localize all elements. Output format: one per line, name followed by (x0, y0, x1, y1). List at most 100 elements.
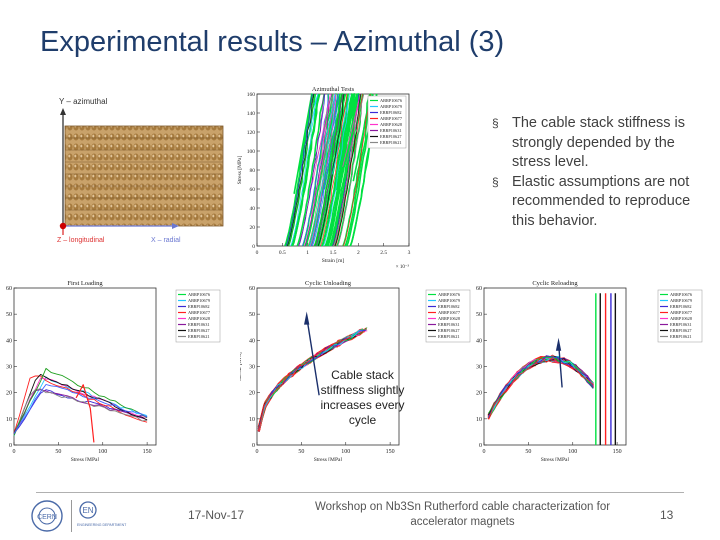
legend-entry: EBRP10631 (188, 322, 210, 327)
x-tick-label: 2 (357, 250, 360, 256)
legend-entry: EBRP10631 (380, 128, 402, 133)
plot-frame (256, 287, 400, 446)
series-line (13, 384, 148, 434)
legend-entry: ABRP10677 (438, 310, 461, 315)
series-line (309, 93, 336, 247)
y-tick-label: 20 (6, 391, 12, 397)
y-tick-label: 140 (247, 111, 256, 117)
cyclic-unloading-plot: 0 50 100 150 0 10 20 30 40 50 60 Cyclic Unloading St… (240, 276, 480, 461)
legend-entry: ABRP10628 (188, 316, 210, 321)
series-line (13, 367, 148, 436)
x-axis-label: Stress [MPa] (71, 457, 100, 461)
legend-entry: ABRP10628 (670, 316, 692, 321)
x-tick-label: 50 (55, 449, 61, 455)
x-tick-label: 150 (386, 449, 395, 455)
x-tick-label: 2.5 (380, 250, 387, 256)
series-line (488, 357, 594, 420)
x-tick-label: 1 (306, 250, 309, 256)
y-tick-label: 60 (250, 187, 256, 193)
series-line (311, 93, 340, 247)
x-tick-label: 50 (525, 449, 531, 455)
logo-divider (71, 500, 72, 532)
svg-text:EN: EN (82, 506, 93, 515)
y-tick-label: 20 (250, 225, 256, 231)
legend-entry: ABRP10676 (670, 292, 693, 297)
azimuthal-tests-plot: 0 0.5 1 1.5 2 2.5 3 0 20 40 60 80 100 120 140 160 Azimut… (235, 84, 420, 272)
series-line (291, 93, 321, 247)
y-axis-label: Stress [MPa] (237, 156, 243, 185)
footer-date: 17-Nov-17 (188, 508, 245, 522)
y-azimuthal-label: Y – azimuthal (59, 97, 108, 106)
y-tick-label: 0 (9, 443, 12, 449)
legend-entry: ABRP10679 (438, 298, 460, 303)
series-line (304, 93, 333, 247)
x-tick-label: 3 (408, 250, 411, 256)
slide-title: Experimental results – Azimuthal (3) (40, 26, 505, 58)
y-tick-label: 60 (476, 286, 482, 292)
chart-title: Cyclic Reloading (532, 280, 578, 287)
plot-frame (13, 287, 157, 446)
legend-entry: EBRP10627 (438, 328, 460, 333)
bullet-item: The cable stack stiffness is strongly de… (492, 114, 710, 173)
chart-title: First Loading (67, 280, 103, 287)
series-line (326, 93, 356, 247)
first-loading-plot: 0 50 100 150 0 10 20 30 40 50 60 First Loading Stres… (0, 276, 240, 461)
x-tick-label: 50 (298, 449, 304, 455)
x-tick-label: 0 (13, 449, 16, 455)
legend-entry: ABRP10677 (670, 310, 693, 315)
y-tick-label: 40 (6, 338, 12, 344)
y-tick-label: 40 (249, 338, 255, 344)
cern-logo: CERN (30, 499, 66, 538)
legend-entry: EBRP10621 (188, 334, 210, 339)
x-tick-label: 0 (483, 449, 486, 455)
series-line (344, 93, 372, 247)
y-tick-label: 80 (250, 168, 256, 174)
y-tick-label: 40 (476, 338, 482, 344)
bullet-list: The cable stack stiffness is strongly de… (492, 114, 710, 231)
legend-entry: ABRP10676 (380, 98, 403, 103)
x-axis-label: Stress [MPa] (541, 457, 570, 461)
y-tick-label: 10 (476, 417, 482, 423)
cyclic-reloading-plot: 0 50 100 150 0 10 20 30 40 50 60 Cyclic Reloading St… (472, 276, 712, 461)
legend-entry: EBRP10682 (380, 110, 402, 115)
series-line (316, 93, 344, 247)
legend-entry: ABRP10676 (438, 292, 461, 297)
series-line (314, 93, 343, 247)
legend-entry: EBRP10631 (438, 322, 460, 327)
legend-entry: ABRP10679 (188, 298, 210, 303)
y-tick-label: 160 (247, 92, 256, 98)
y-tick-label: 30 (6, 365, 12, 371)
x-tick-label: 100 (568, 449, 577, 455)
y-tick-label: 20 (476, 391, 482, 397)
y-tick-label: 50 (476, 312, 482, 318)
stiffness-annotation: Cable stack stiffness slightly increases… (320, 368, 405, 427)
y-tick-label: 50 (249, 312, 255, 318)
z-longitudinal-label: Z – longitudinal (57, 237, 105, 244)
x-axis-label: Strain [m] (322, 258, 345, 264)
legend-entry: ABRP10676 (188, 292, 211, 297)
series-line (298, 93, 325, 247)
y-tick-label: 0 (252, 244, 255, 250)
x-tick-label: 150 (143, 449, 152, 455)
x-tick-label: 150 (613, 449, 622, 455)
footer-divider (36, 492, 684, 493)
svg-text:ENGINEERING DEPARTMENT: ENGINEERING DEPARTMENT (77, 523, 127, 527)
legend-entry: ABRP10679 (380, 104, 402, 109)
svg-text:CERN: CERN (37, 514, 57, 521)
y-tick-label: 0 (252, 443, 255, 449)
y-tick-label: 30 (249, 365, 255, 371)
legend-entry: ABRP10677 (188, 310, 211, 315)
x-multiplier: × 10⁻³ (396, 264, 410, 270)
series-line (337, 93, 365, 247)
series-line (312, 93, 339, 247)
legend-entry: EBRP10682 (438, 304, 460, 309)
y-tick-label: 10 (249, 417, 255, 423)
plot-frame (483, 287, 627, 446)
y-tick-label: 0 (479, 443, 482, 449)
series-line (285, 93, 313, 247)
en-logo: EN ENGINEERING DEPARTMENT (76, 499, 132, 538)
cable-stack-diagram: Y – azimuthal Z – longitudinal X – radia… (55, 92, 240, 254)
legend-box (425, 289, 471, 343)
x-radial-label: X – radial (151, 237, 181, 244)
legend-entry: EBRP10631 (670, 322, 692, 327)
